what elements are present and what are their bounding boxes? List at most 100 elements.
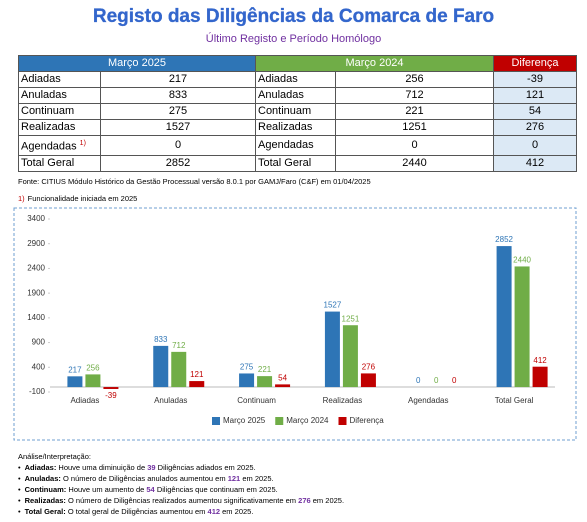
y-tick-label: 2900 <box>27 239 45 248</box>
bar <box>239 373 255 388</box>
y-tick-label: 2400 <box>27 264 45 273</box>
value-cell: 0 <box>100 135 256 156</box>
header-row: Março 2025 Março 2024 Diferença <box>18 55 577 72</box>
table-row: Adiadas 217 Adiadas 256 -39 <box>18 71 577 88</box>
bar <box>67 376 83 388</box>
item-text: O total geral de Diligências aumentou em <box>67 507 206 516</box>
item-text: Houve uma diminuição de <box>58 463 146 472</box>
item-text: em 2025. <box>242 474 274 483</box>
row-label: Total Geral <box>255 154 336 172</box>
table-row: Total Geral 2852 Total Geral 2440 412 <box>18 154 577 172</box>
bar <box>496 246 512 388</box>
value-cell: 712 <box>335 87 494 104</box>
table-row: Realizadas 1527 Realizadas 1251 276 <box>18 119 577 136</box>
bar <box>532 366 548 388</box>
bar <box>360 373 376 388</box>
note-marker: 1) <box>79 140 86 147</box>
row-label: Realizadas <box>255 119 336 136</box>
row-label: Agendadas 1) <box>18 135 101 156</box>
item-value: 276 <box>298 496 311 505</box>
x-tick-label: Total Geral <box>495 396 534 405</box>
analysis-item: Adiadas: Houve uma diminuição de 39 Dili… <box>18 462 344 473</box>
footnote: 1) Funcionalidade iniciada em 2025 <box>18 194 137 203</box>
item-text: em 2025. <box>222 507 254 516</box>
value-label: 2852 <box>495 235 513 244</box>
bar <box>153 345 169 388</box>
row-label: Total Geral <box>18 154 101 172</box>
value-label: 54 <box>278 373 287 382</box>
y-tick-label: 900 <box>32 338 46 347</box>
diff-cell: -39 <box>493 71 577 88</box>
row-label: Anuladas <box>255 87 336 104</box>
item-text: Houve um aumento de <box>68 485 145 494</box>
bar <box>171 351 187 388</box>
diff-cell: 121 <box>493 87 577 104</box>
analysis-item: Continuam: Houve um aumento de 54 Diligê… <box>18 484 344 495</box>
row-label-text: Continuam <box>21 105 75 117</box>
bar <box>103 387 119 389</box>
item-text: O número de Diligências anulados aumento… <box>63 474 226 483</box>
item-value: 412 <box>207 507 221 516</box>
bar <box>189 381 205 388</box>
value-cell: 2440 <box>335 154 494 172</box>
value-cell: 2852 <box>100 154 256 172</box>
summary-table: Março 2025 Março 2024 Diferença Adiadas 217 A… <box>18 55 577 172</box>
diff-cell: 412 <box>493 154 577 172</box>
value-label: 0 <box>434 376 439 385</box>
diff-cell: 0 <box>493 135 577 156</box>
analysis-item: Total Geral: O total geral de Diligência… <box>18 506 344 517</box>
legend-swatch <box>338 417 347 425</box>
column-header: Março 2025 <box>18 55 256 72</box>
value-cell: 221 <box>335 103 494 120</box>
y-tick-label: 1900 <box>27 288 45 297</box>
x-tick-label: Realizadas <box>323 396 363 405</box>
value-cell: 256 <box>335 71 494 88</box>
x-tick-label: Agendadas <box>408 396 448 405</box>
value-label: 2440 <box>513 256 531 265</box>
value-label: 712 <box>172 341 186 350</box>
item-text: Diligências adiados em 2025. <box>157 463 256 472</box>
value-label: 275 <box>240 363 254 372</box>
analysis-item: Anuladas: O número de Diligências anulad… <box>18 473 344 484</box>
item-value: 121 <box>227 474 241 483</box>
bar <box>85 374 101 388</box>
bar <box>342 325 358 388</box>
item-text: em 2025. <box>312 496 345 505</box>
item-label: Total Geral: <box>24 507 66 516</box>
bar <box>324 311 340 388</box>
row-label: Anuladas <box>18 87 101 104</box>
row-label-text: Total Geral <box>21 156 75 169</box>
column-header: Diferença <box>493 55 577 72</box>
row-label: Agendadas <box>255 135 336 156</box>
footnote-marker: 1) <box>18 194 25 203</box>
x-tick-label: Continuam <box>237 396 276 405</box>
bar <box>257 376 273 388</box>
value-label: 121 <box>190 370 204 379</box>
source-note: Fonte: CITIUS Módulo Histórico da Gestão… <box>18 177 371 186</box>
row-label: Continuam <box>18 103 101 120</box>
table-row: Continuam 275 Continuam 221 54 <box>18 103 577 120</box>
legend-swatch <box>275 417 284 425</box>
row-label: Adiadas <box>255 71 336 88</box>
x-tick-label: Anuladas <box>154 396 187 405</box>
value-label: 256 <box>86 364 100 373</box>
item-label: Continuam: <box>24 485 67 494</box>
item-label: Adiadas: <box>24 463 57 472</box>
row-label-text: Agendadas <box>21 140 77 153</box>
chart-border <box>13 207 577 441</box>
value-label: 1251 <box>342 314 360 323</box>
bar <box>275 384 291 388</box>
legend-label: Diferença <box>350 416 385 425</box>
value-cell: 1251 <box>335 119 494 136</box>
title: Registo das Diligências da Comarca de Fa… <box>92 6 495 27</box>
subtitle: Último Registo e Período Homólogo <box>205 33 382 45</box>
diff-cell: 276 <box>493 119 577 136</box>
analysis-title: Análise/Interpretação: <box>18 452 91 461</box>
x-tick-label: Adiadas <box>70 396 99 405</box>
row-label: Continuam <box>255 103 336 120</box>
value-label: 412 <box>533 356 547 365</box>
value-cell: 275 <box>100 103 256 120</box>
item-label: Anuladas: <box>24 474 61 483</box>
column-header: Março 2024 <box>255 55 494 72</box>
